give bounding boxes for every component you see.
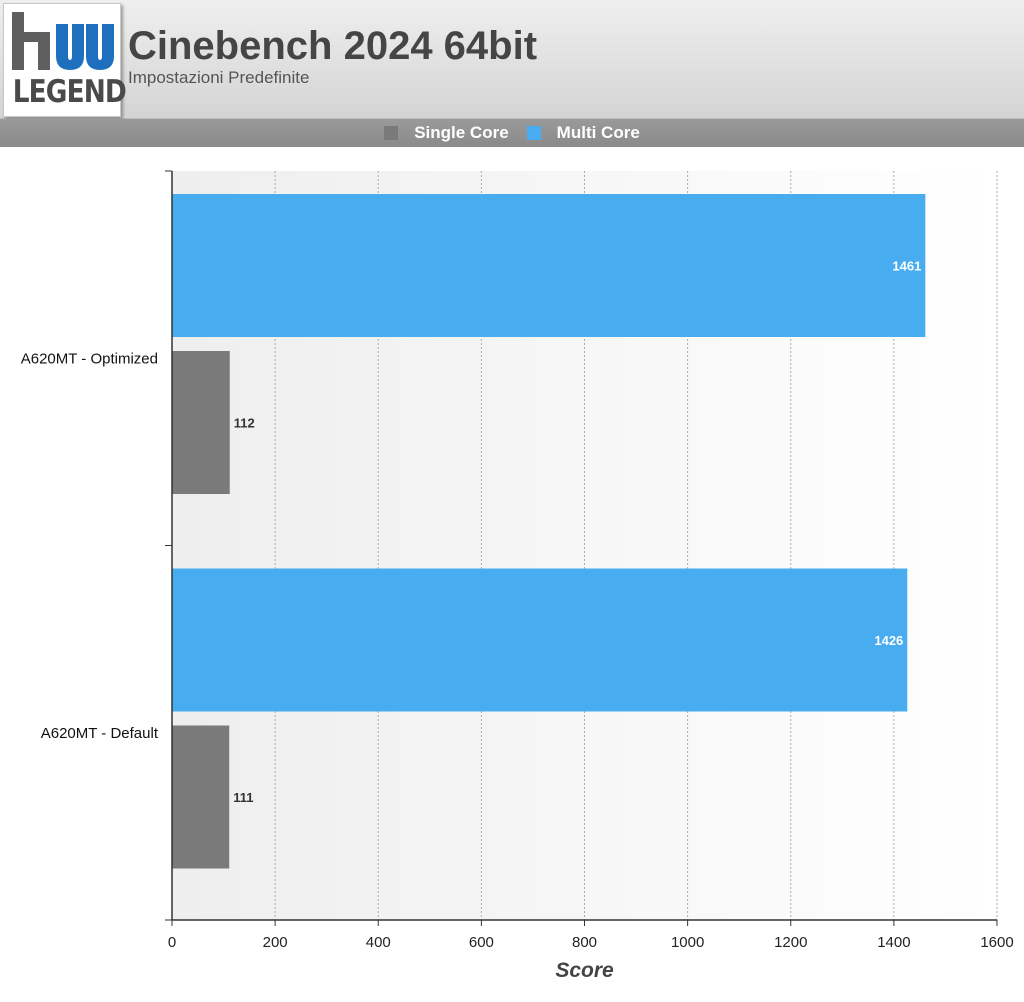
x-tick-label-1400: 1400 [877,934,910,951]
chart-subtitle: Impostazioni Predefinite [128,68,310,87]
legend-label-multi-core: Multi Core [556,123,640,142]
data-label-single-core-a620mt-default: 111 [233,790,253,805]
x-tick-label-1600: 1600 [980,934,1013,951]
bar-single-core-a620mt-default [172,725,230,869]
legend-label-single-core: Single Core [414,123,509,142]
bar-single-core-a620mt-optimized [172,351,230,494]
data-label-multi-core-a620mt-default: 1426 [874,633,903,648]
x-tick-label-600: 600 [469,934,494,951]
x-tick-label-800: 800 [572,934,597,951]
x-axis-label: Score [555,959,614,982]
x-tick-label-400: 400 [366,934,391,951]
legend-item-single-core[interactable]: Single Core [384,123,509,143]
chart-title: Cinebench 2024 64bit [128,24,538,68]
bar-chart: 1461 112 A620MT - Optimized 1426 111 A620MT -… [21,170,1014,982]
data-label-single-core-a620mt-optimized: 112 [234,416,255,431]
category-label-a620mt-default: A620MT - Default [41,725,159,742]
logo: LEGEND [3,3,127,117]
x-tick-label-1000: 1000 [671,934,704,951]
x-tick-label-1200: 1200 [774,934,807,951]
bar-multi-core-a620mt-optimized [172,194,926,337]
bar-multi-core-a620mt-default [172,568,908,712]
x-tick-label-200: 200 [263,934,288,951]
category-label-a620mt-optimized: A620MT - Optimized [21,350,158,367]
logo-icon [12,12,114,70]
x-tick-label-0: 0 [168,934,176,951]
legend: Single Core Multi Core [0,119,1024,147]
legend-item-multi-core[interactable]: Multi Core [526,123,640,143]
chart-header: LEGEND Cinebench 2024 64bit Impostazioni… [0,0,1024,119]
data-label-multi-core-a620mt-optimized: 1461 [892,259,921,274]
legend-swatch-single-core [384,126,399,140]
legend-swatch-multi-core [526,126,541,140]
logo-text: LEGEND [12,74,127,110]
